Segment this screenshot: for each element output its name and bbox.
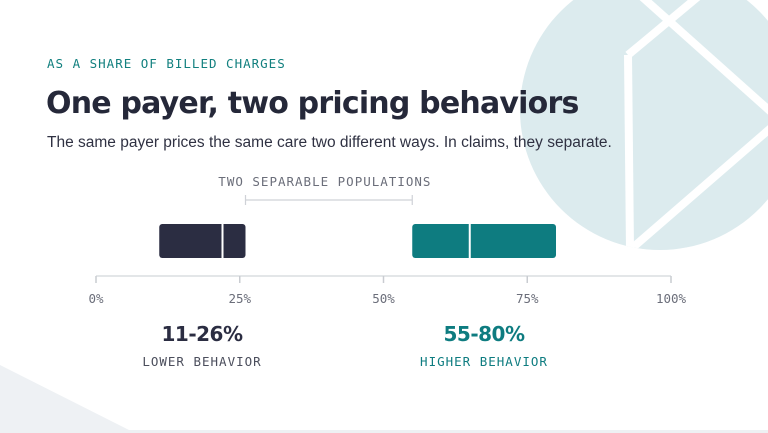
range-bar-lower bbox=[159, 224, 246, 258]
x-tick-label: 0% bbox=[88, 291, 104, 306]
lower-range-name: LOWER BEHAVIOR bbox=[142, 354, 262, 369]
range-bar-higher bbox=[412, 224, 556, 258]
higher-range-name: HIGHER BEHAVIOR bbox=[420, 354, 548, 369]
x-tick-label: 100% bbox=[656, 291, 687, 306]
page-title: One payer, two pricing behaviors bbox=[46, 86, 579, 121]
footer-divider bbox=[0, 430, 768, 433]
higher-range-summary: 55-80% HIGHER BEHAVIOR bbox=[374, 322, 594, 369]
x-tick-label: 25% bbox=[228, 291, 251, 306]
x-tick-label: 50% bbox=[372, 291, 395, 306]
page-subtitle: The same payer prices the same care two … bbox=[47, 134, 612, 151]
background-triangle bbox=[0, 365, 135, 433]
gap-annotation: TWO SEPARABLE POPULATIONS bbox=[218, 174, 431, 189]
lower-range-summary: 11-26% LOWER BEHAVIOR bbox=[92, 322, 312, 369]
lower-range-value: 11-26% bbox=[161, 322, 243, 346]
eyebrow-label: AS A SHARE OF BILLED CHARGES bbox=[47, 56, 286, 71]
higher-range-value: 55-80% bbox=[443, 322, 525, 346]
x-tick-label: 75% bbox=[516, 291, 539, 306]
